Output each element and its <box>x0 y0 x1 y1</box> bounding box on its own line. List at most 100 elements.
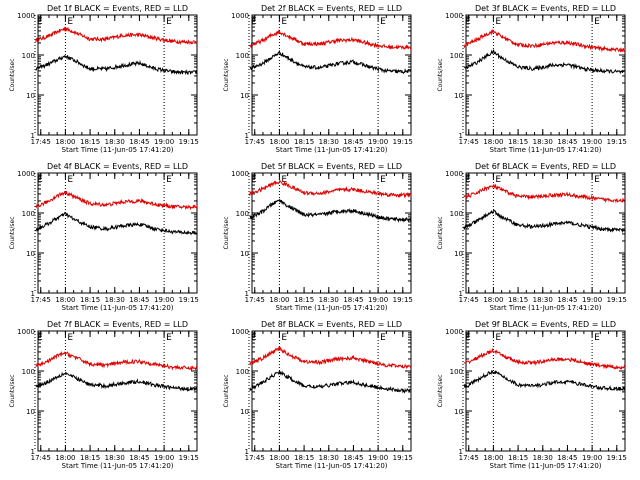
x-tick-label: 18:30 <box>105 138 125 146</box>
event-marker-label: E <box>281 175 287 185</box>
x-tick-label: 18:15 <box>294 454 314 462</box>
lld-series-line <box>249 29 412 50</box>
y-tick-label: 100 <box>236 210 249 218</box>
y-axis-label: Counts/sec <box>9 216 16 249</box>
x-tick-label: 19:00 <box>154 138 174 146</box>
y-tick-label: 1 <box>31 132 35 140</box>
y-axis-label: Counts/sec <box>437 216 444 249</box>
plot-title: Det 7f BLACK = Events, RED = LLD <box>47 320 188 329</box>
x-tick-label: 19:00 <box>582 296 602 304</box>
x-tick-label: 17:45 <box>245 454 265 462</box>
x-tick-label: 18:00 <box>483 454 503 462</box>
y-tick-label: 1 <box>31 448 35 456</box>
event-marker-label: E <box>495 17 501 27</box>
event-marker-label: E <box>465 17 471 27</box>
plot-panel: Det 9f BLACK = Events, RED = LLD 1 10 100 10… <box>437 320 627 470</box>
x-tick-label: 17:45 <box>459 454 479 462</box>
x-tick-label: 18:30 <box>533 296 553 304</box>
x-tick-label: 18:30 <box>533 138 553 146</box>
x-tick-label: 18:00 <box>483 296 503 304</box>
x-tick-label: 18:45 <box>129 454 149 462</box>
event-marker-label: E <box>594 333 600 343</box>
lld-series-line <box>35 190 198 211</box>
event-marker-label: E <box>67 333 73 343</box>
y-tick-label: 1 <box>459 448 463 456</box>
lld-series-line <box>249 346 412 370</box>
x-tick-label: 19:15 <box>607 296 627 304</box>
x-axis-label: Start Time (11-Jun-05 17:41:20) <box>490 146 602 154</box>
lld-series-line <box>249 179 412 199</box>
x-tick-label: 19:15 <box>607 138 627 146</box>
y-tick-label: 1000 <box>445 170 463 178</box>
y-tick-label: 1 <box>459 290 463 298</box>
x-tick-label: 17:45 <box>459 296 479 304</box>
y-tick-label: 10 <box>26 92 35 100</box>
events-series-line <box>249 370 412 394</box>
x-tick-label: 18:45 <box>129 138 149 146</box>
x-tick-label: 18:00 <box>55 296 75 304</box>
x-tick-label: 19:00 <box>368 454 388 462</box>
x-axis-label: Start Time (11-Jun-05 17:41:20) <box>62 146 174 154</box>
plot-panel: Det 2f BLACK = Events, RED = LLD 1 10 100 10… <box>223 4 413 154</box>
x-tick-label: 19:15 <box>179 454 199 462</box>
y-tick-label: 100 <box>236 52 249 60</box>
y-tick-label: 1000 <box>445 12 463 20</box>
x-tick-label: 18:45 <box>343 138 363 146</box>
y-tick-label: 1 <box>245 448 249 456</box>
y-tick-label: 100 <box>450 52 463 60</box>
x-tick-label: 18:45 <box>343 454 363 462</box>
plot-frame <box>37 14 198 136</box>
lld-series-line <box>463 29 626 53</box>
x-tick-label: 17:45 <box>245 138 265 146</box>
plot-frame <box>465 172 626 294</box>
x-axis-label: Start Time (11-Jun-05 17:41:20) <box>490 304 602 312</box>
event-marker-label: E <box>380 175 386 185</box>
x-tick-label: 18:45 <box>129 296 149 304</box>
plot-frame <box>251 330 412 452</box>
plot-panel: Det 5f BLACK = Events, RED = LLD 1 10 100 10… <box>223 162 413 312</box>
lld-series-line <box>463 347 626 370</box>
events-series-line <box>463 49 625 75</box>
y-tick-label: 100 <box>450 368 463 376</box>
plot-title: Det 6f BLACK = Events, RED = LLD <box>475 162 616 171</box>
y-tick-label: 1000 <box>445 328 463 336</box>
x-tick-label: 18:00 <box>269 454 289 462</box>
event-marker-label: E <box>495 175 501 185</box>
y-tick-label: 10 <box>26 408 35 416</box>
event-marker-label: E <box>465 333 471 343</box>
x-tick-label: 19:00 <box>368 138 388 146</box>
event-marker-label: E <box>495 333 501 343</box>
x-tick-label: 19:00 <box>368 296 388 304</box>
lld-series-line <box>463 183 626 204</box>
event-marker-label: E <box>37 333 43 343</box>
x-axis-label: Start Time (11-Jun-05 17:41:20) <box>490 462 602 470</box>
y-tick-label: 100 <box>22 368 35 376</box>
y-tick-label: 10 <box>454 408 463 416</box>
x-tick-label: 19:15 <box>179 296 199 304</box>
y-tick-label: 100 <box>22 52 35 60</box>
event-marker-label: E <box>251 17 257 27</box>
x-tick-label: 19:00 <box>154 454 174 462</box>
x-axis-label: Start Time (11-Jun-05 17:41:20) <box>276 304 388 312</box>
plot-frame <box>465 14 626 136</box>
x-tick-label: 19:15 <box>393 296 413 304</box>
x-tick-label: 17:45 <box>31 296 51 304</box>
x-tick-label: 19:15 <box>179 138 199 146</box>
event-marker-label: E <box>67 175 73 185</box>
plot-frame <box>465 330 626 452</box>
event-marker-label: E <box>166 175 172 185</box>
x-tick-label: 18:00 <box>269 138 289 146</box>
event-marker-label: E <box>166 333 172 343</box>
event-marker-label: E <box>594 17 600 27</box>
events-series-line <box>463 369 626 392</box>
event-marker-label: E <box>281 333 287 343</box>
x-tick-label: 18:15 <box>80 138 100 146</box>
x-tick-label: 19:00 <box>154 296 174 304</box>
lld-series-line <box>35 350 198 372</box>
y-tick-label: 10 <box>26 250 35 258</box>
x-tick-label: 18:15 <box>508 296 528 304</box>
event-marker-label: E <box>166 17 172 27</box>
y-tick-label: 1000 <box>231 12 249 20</box>
plot-panel: Det 4f BLACK = Events, RED = LLD 1 10 100 10… <box>9 162 199 312</box>
y-tick-label: 1 <box>245 132 249 140</box>
